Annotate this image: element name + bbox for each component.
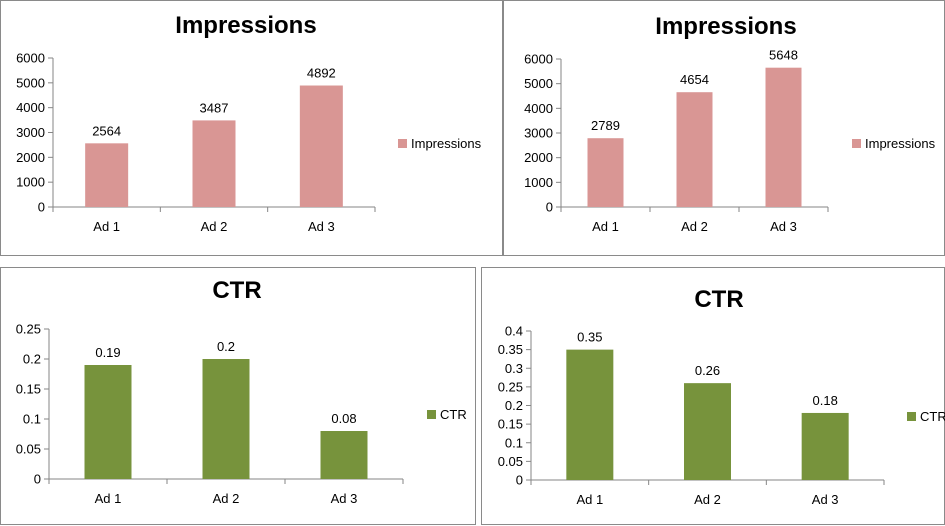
- data-label: 4654: [680, 72, 709, 87]
- x-tick-label: Ad 2: [694, 492, 721, 507]
- x-tick-label: Ad 3: [812, 492, 839, 507]
- y-tick-label: 0.2: [505, 398, 523, 413]
- x-tick-label: Ad 3: [308, 219, 335, 234]
- x-tick-label: Ad 1: [95, 491, 122, 506]
- bar: [801, 412, 849, 480]
- bar: [84, 365, 132, 479]
- y-tick-label: 0.35: [498, 342, 523, 357]
- legend-label: Impressions: [411, 136, 482, 151]
- y-tick-label: 6000: [16, 51, 45, 66]
- y-tick-label: 5000: [16, 75, 45, 90]
- bar: [202, 359, 250, 479]
- y-tick-label: 4000: [524, 101, 553, 116]
- y-tick-label: 0.1: [505, 435, 523, 450]
- x-tick-label: Ad 3: [770, 219, 797, 234]
- y-tick-label: 2000: [524, 150, 553, 165]
- x-tick-label: Ad 2: [201, 219, 228, 234]
- y-tick-label: 0.25: [16, 322, 41, 337]
- chart-title: Impressions: [175, 12, 316, 39]
- chart-panel-impressions-2: Impressions 0 1000 2000 3000 4000 5000 6000 Ad 1…: [503, 0, 945, 256]
- y-tick-label: 0.1: [23, 412, 41, 427]
- legend-swatch: [852, 139, 861, 148]
- y-tick-label: 0.25: [498, 379, 523, 394]
- bar-chart: CTR 0 0.05 0.1 0.15 0.2 0.25 Ad 1 0.19 Ad 2 0.2 Ad …: [16, 277, 467, 506]
- y-tick-label: 3000: [524, 126, 553, 141]
- bar-chart: CTR 0 0.05 0.1 0.15 0.2 0.25 0.3 0.35 0.4 Ad 1 0.35…: [498, 286, 945, 507]
- bar: [85, 143, 129, 207]
- x-tick-label: Ad 2: [681, 219, 708, 234]
- bar: [566, 349, 614, 480]
- x-tick-label: Ad 3: [331, 491, 358, 506]
- x-tick-label: Ad 1: [93, 219, 120, 234]
- bar: [320, 431, 368, 479]
- y-tick-label: 0.3: [505, 361, 523, 376]
- x-tick-label: Ad 1: [592, 219, 619, 234]
- y-tick-label: 0.05: [498, 454, 523, 469]
- y-tick-label: 0.15: [498, 417, 523, 432]
- y-tick-label: 0.15: [16, 382, 41, 397]
- y-tick-label: 0.4: [505, 324, 523, 339]
- chart-panel-impressions-1: Impressions 0 1000 2000 3000 4000 5000 6000 Ad 1…: [0, 0, 503, 256]
- y-tick-label: 0.05: [16, 442, 41, 457]
- x-tick-label: Ad 1: [576, 492, 603, 507]
- chart-title: Impressions: [655, 13, 796, 40]
- chart-title: CTR: [212, 277, 261, 304]
- y-tick-label: 0: [546, 200, 553, 215]
- data-label: 0.2: [217, 339, 235, 354]
- y-tick-label: 4000: [16, 100, 45, 115]
- x-tick-label: Ad 2: [213, 491, 240, 506]
- legend-label: CTR: [440, 407, 467, 422]
- chart-title: CTR: [694, 286, 743, 313]
- y-tick-label: 0: [516, 473, 523, 488]
- data-label: 4892: [307, 66, 336, 81]
- chart-panel-ctr-2: CTR 0 0.05 0.1 0.15 0.2 0.25 0.3 0.35 0.4 Ad 1 0.35…: [481, 267, 945, 525]
- data-label: 2789: [591, 118, 620, 133]
- legend-label: CTR: [920, 409, 945, 424]
- bar: [765, 67, 802, 207]
- bar: [192, 120, 236, 207]
- y-tick-label: 0.2: [23, 352, 41, 367]
- data-label: 5648: [769, 48, 798, 63]
- bar-chart: Impressions 0 1000 2000 3000 4000 5000 6000 Ad 1…: [16, 12, 482, 234]
- data-label: 0.18: [813, 393, 838, 408]
- data-label: 0.26: [695, 363, 720, 378]
- bar: [299, 85, 343, 207]
- y-tick-label: 2000: [16, 150, 45, 165]
- data-label: 3487: [200, 100, 229, 115]
- legend-swatch: [427, 410, 436, 419]
- bar-chart: Impressions 0 1000 2000 3000 4000 5000 6000 Ad 1…: [524, 13, 936, 234]
- y-tick-label: 1000: [16, 175, 45, 190]
- data-label: 2564: [92, 123, 121, 138]
- y-tick-label: 0: [38, 200, 45, 215]
- bar: [676, 92, 713, 207]
- chart-panel-ctr-1: CTR 0 0.05 0.1 0.15 0.2 0.25 Ad 1 0.19 Ad 2 0.2 Ad …: [0, 267, 476, 525]
- legend-swatch: [907, 412, 916, 421]
- bar: [684, 383, 731, 480]
- data-label: 0.19: [95, 345, 120, 360]
- legend-swatch: [398, 139, 407, 148]
- y-tick-label: 5000: [524, 76, 553, 91]
- legend-label: Impressions: [865, 136, 936, 151]
- bar: [587, 138, 624, 207]
- y-tick-label: 6000: [524, 52, 553, 67]
- y-tick-label: 1000: [524, 175, 553, 190]
- data-label: 0.35: [577, 330, 602, 345]
- y-tick-label: 0: [34, 472, 41, 487]
- data-label: 0.08: [331, 411, 356, 426]
- y-tick-label: 3000: [16, 125, 45, 140]
